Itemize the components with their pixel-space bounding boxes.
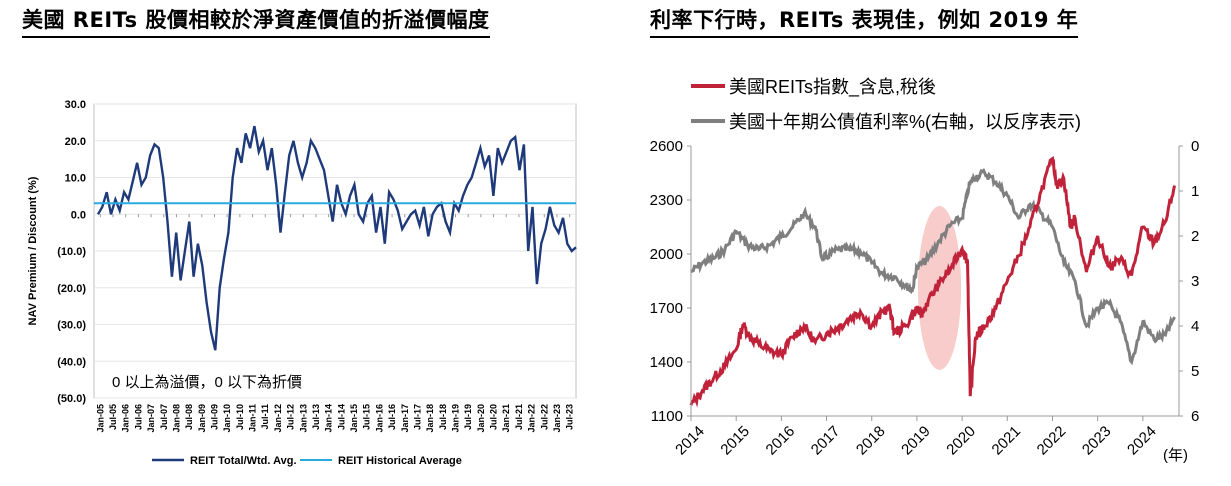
x-tick-label: Jul-13 (311, 404, 321, 430)
x-tick-label: Jan-09 (197, 404, 207, 433)
y-tick-label: 10.0 (65, 173, 86, 185)
x-tick-label: 2023 (1079, 423, 1115, 459)
y-tick-label: (20.0) (57, 283, 86, 295)
x-tick-label: Jul-23 (565, 404, 575, 430)
x-tick-label: 2014 (672, 423, 708, 459)
x-tick-label: Jul-11 (260, 404, 270, 430)
x-tick-label: Jul-17 (412, 404, 422, 430)
x-tick-label: Jul-08 (184, 404, 194, 430)
right-y-tick-label: 5 (1191, 363, 1199, 380)
reits-vs-yield-chart: 美國REITs指數_含息,稅後 美國十年期公債值利率%(右軸，以反序表示) 11… (650, 77, 1200, 464)
x-tick-label: Jan-14 (324, 404, 334, 433)
x-tick-label: Jan-12 (273, 404, 283, 433)
x-tick-label: 2015 (717, 423, 753, 459)
left-y-tick-label: 1400 (650, 354, 683, 371)
x-tick-label: Jul-05 (108, 404, 118, 430)
nav-premium-chart: 30.0 20.0 10.0 0.0 (10.0) (20.0) (30.0) (40.0) (… (27, 99, 577, 467)
x-tick-label: Jan-11 (248, 404, 258, 432)
x-tick-label: 2016 (763, 423, 799, 459)
x-tick-label: Jan-21 (501, 404, 511, 433)
left-y-tick-label: 1700 (650, 300, 683, 317)
legend-label-reits-index: 美國REITs指數_含息,稅後 (729, 77, 936, 98)
reits-index-line (689, 155, 1176, 408)
x-tick-label: 2019 (898, 423, 934, 459)
y-tick-label: (40.0) (57, 356, 86, 368)
x-tick-label: Jul-19 (463, 404, 473, 430)
x-tick-label: Jul-06 (133, 404, 143, 430)
left-y-tick-label: 2600 (650, 138, 683, 155)
left-chart-title: 美國 REITs 股價相較於淨資產價值的折溢價幅度 (22, 4, 490, 38)
right-chart-title: 利率下行時，REITs 表現佳，例如 2019 年 (650, 4, 1079, 38)
x-tick-label: Jan-10 (222, 404, 232, 433)
x-tick-label: 2018 (853, 423, 889, 459)
x-tick-label: Jan-05 (95, 404, 105, 433)
x-unit-label: (年) (1163, 447, 1188, 464)
treasury-yield-line (689, 167, 1176, 366)
x-tick-label: Jul-22 (539, 404, 549, 430)
right-y-tick-label: 6 (1191, 408, 1199, 425)
x-tick-label: Jul-20 (489, 404, 499, 430)
y-axis-label: NAV Premium / Discount (%) (27, 176, 39, 325)
x-tick-label: Jan-16 (374, 404, 384, 433)
x-tick-label: Jul-12 (286, 404, 296, 430)
y-tick-label: 0.0 (71, 209, 86, 221)
right-y-tick-label: 0 (1191, 138, 1199, 155)
x-tick-label: 2021 (989, 423, 1025, 459)
x-tick-label: Jul-21 (514, 404, 524, 430)
2019-highlight-ellipse (917, 206, 962, 370)
x-tick-label: Jul-10 (235, 404, 245, 430)
y-tick-label: 30.0 (65, 99, 86, 111)
x-tick-label: Jul-16 (387, 404, 397, 430)
x-tick-label: Jan-17 (400, 404, 410, 433)
x-tick-label: Jan-07 (146, 404, 156, 433)
x-tick-label: 2024 (1124, 423, 1160, 459)
right-y-tick-label: 3 (1191, 273, 1199, 290)
legend-label-reit-total: REIT Total/Wtd. Avg. (190, 455, 297, 467)
left-y-tick-label: 1100 (651, 408, 683, 425)
y-tick-label: (50.0) (57, 393, 86, 405)
x-tick-label: Jan-23 (552, 404, 562, 433)
right-y-tick-label: 1 (1191, 183, 1199, 200)
legend-label-treasury-yield: 美國十年期公債值利率%(右軸，以反序表示) (729, 112, 1081, 132)
y-tick-label: 20.0 (65, 136, 86, 148)
premium-discount-annotation: 0 以上為溢價，0 以下為折價 (112, 374, 302, 391)
x-tick-label: Jan-19 (451, 404, 461, 433)
x-tick-label: Jan-18 (425, 404, 435, 433)
x-tick-label: 2017 (808, 423, 844, 459)
x-tick-label: Jan-20 (476, 404, 486, 433)
left-y-tick-label: 2300 (650, 192, 683, 209)
y-tick-label: (10.0) (57, 246, 86, 258)
x-tick-label: 2022 (1034, 423, 1070, 459)
reit-total-line (96, 125, 577, 351)
legend: 美國REITs指數_含息,稅後 美國十年期公債值利率%(右軸，以反序表示) (691, 77, 1081, 132)
x-tick-label: Jan-13 (298, 404, 308, 433)
right-y-tick-label: 4 (1191, 318, 1199, 335)
x-tick-label: Jul-09 (210, 404, 220, 430)
legend-label-historical-average: REIT Historical Average (338, 455, 462, 467)
x-tick-label: Jul-15 (362, 404, 372, 430)
legend: REIT Total/Wtd. Avg. REIT Historical Ave… (152, 455, 462, 467)
x-tick-label: Jan-22 (527, 404, 537, 433)
x-tick-label: Jan-15 (349, 404, 359, 433)
x-tick-label: Jul-18 (438, 404, 448, 430)
right-y-tick-label: 2 (1191, 228, 1199, 245)
y-tick-label: (30.0) (57, 320, 86, 332)
left-y-tick-label: 2000 (650, 246, 683, 263)
x-tick-label: Jul-14 (336, 404, 346, 430)
x-tick-label: Jan-06 (121, 404, 131, 433)
x-tick-label: 2020 (943, 423, 979, 459)
x-tick-label: Jan-08 (171, 404, 181, 433)
x-tick-label: Jul-07 (159, 404, 169, 430)
